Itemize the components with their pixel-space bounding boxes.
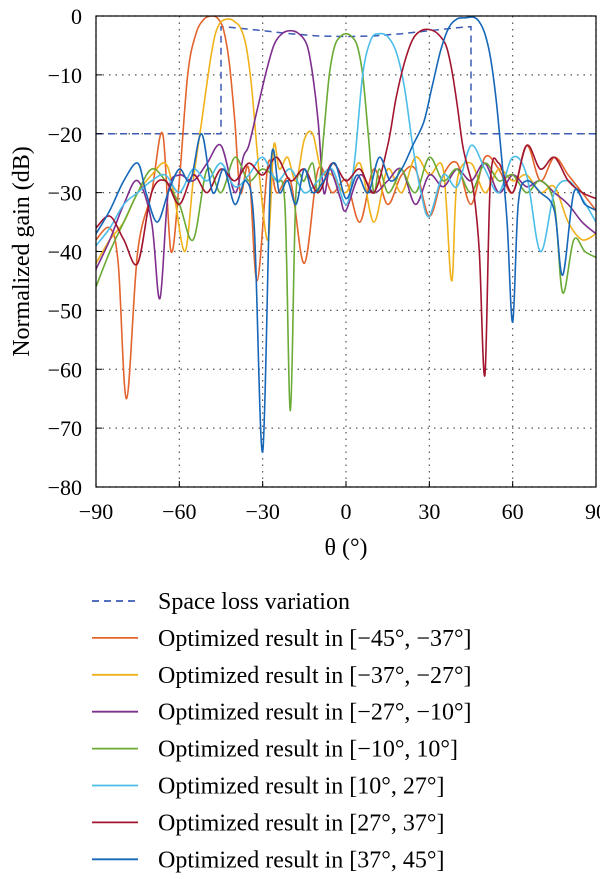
y-tick-label: −60 bbox=[48, 357, 82, 382]
series-group bbox=[96, 16, 596, 453]
y-tick-label: −50 bbox=[48, 298, 82, 323]
y-axis-title: Normalized gain (dB) bbox=[9, 146, 35, 357]
legend-label-7: Optimized result in [37°, 45°] bbox=[158, 847, 444, 873]
x-axis-title: θ (°) bbox=[324, 535, 367, 561]
x-tick-label: −60 bbox=[162, 499, 196, 524]
x-tick-label: 90 bbox=[585, 499, 600, 524]
legend-label-2: Optimized result in [−37°, −27°] bbox=[158, 663, 472, 689]
y-tick-label: −10 bbox=[48, 63, 82, 88]
x-tick-label: −30 bbox=[245, 499, 279, 524]
x-tick-label: 0 bbox=[341, 499, 352, 524]
series-line-7 bbox=[96, 16, 596, 453]
y-tick-label: 0 bbox=[71, 4, 82, 29]
series-line-1 bbox=[96, 16, 596, 400]
series-line-2 bbox=[96, 18, 596, 282]
y-tick-label: −30 bbox=[48, 181, 82, 206]
legend-label-6: Optimized result in [27°, 37°] bbox=[158, 810, 444, 836]
legend-label-1: Optimized result in [−45°, −37°] bbox=[158, 626, 472, 652]
x-tick-label: 60 bbox=[502, 499, 524, 524]
legend-label-3: Optimized result in [−27°, −10°] bbox=[158, 700, 472, 726]
legend-label-5: Optimized result in [10°, 27°] bbox=[158, 774, 444, 800]
series-line-6 bbox=[96, 28, 596, 377]
x-tick-label: −90 bbox=[79, 499, 113, 524]
series-line-3 bbox=[96, 29, 596, 300]
plot-area: −90 −60 −30 0 30 60 90 0 −10 −20 −30 −40 −50 −60 −70 −8… bbox=[48, 4, 600, 524]
y-tick-label: −20 bbox=[48, 122, 82, 147]
y-tick-label: −70 bbox=[48, 416, 82, 441]
legend-label-4: Optimized result in [−10°, 10°] bbox=[158, 737, 458, 763]
y-tick-label: −40 bbox=[48, 240, 82, 265]
legend-label-0: Space loss variation bbox=[158, 589, 350, 615]
x-tick-label: 30 bbox=[418, 499, 440, 524]
legend: Space loss variation Optimized result in … bbox=[92, 589, 472, 873]
series-line-4 bbox=[96, 32, 596, 412]
y-tick-label: −80 bbox=[48, 475, 82, 500]
